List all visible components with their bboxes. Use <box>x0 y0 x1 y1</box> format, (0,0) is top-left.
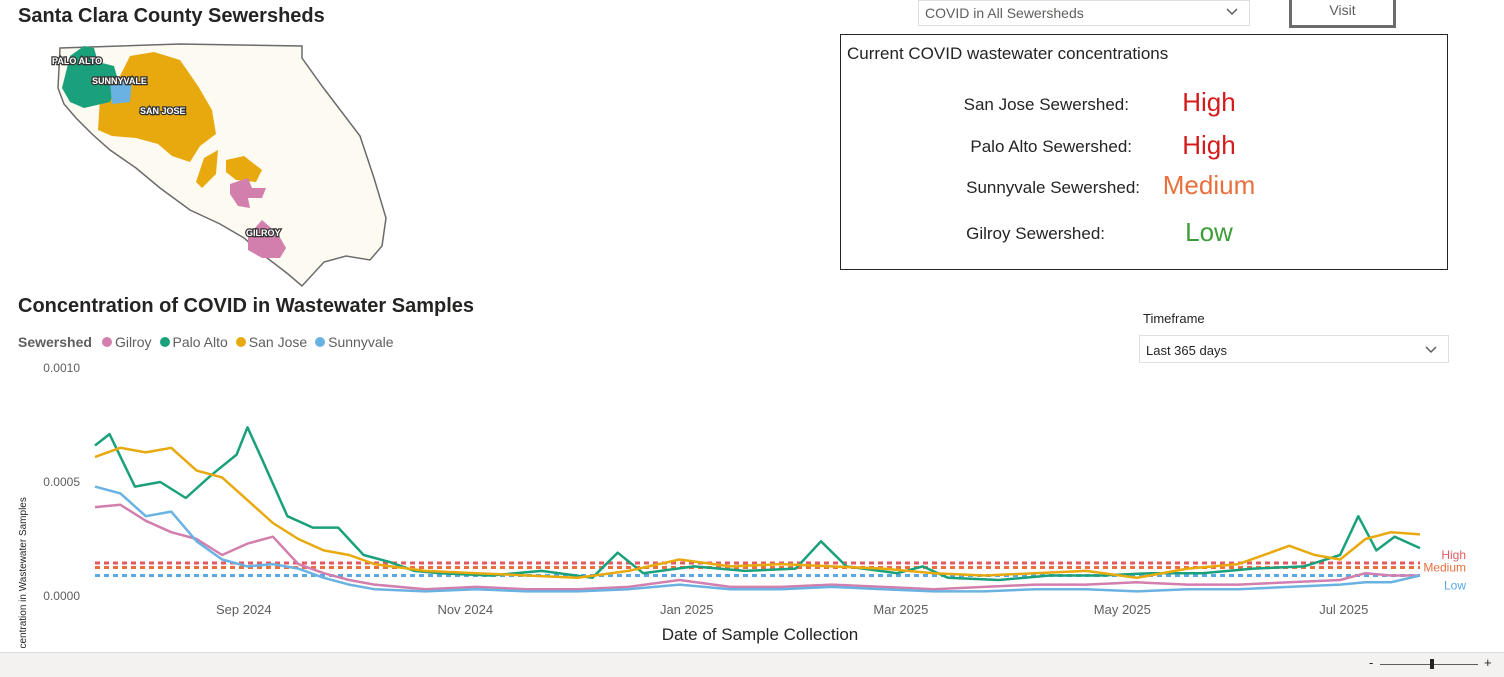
status-bar: - + <box>0 652 1504 677</box>
x-tick-label: Sep 2024 <box>216 602 272 617</box>
visit-button[interactable]: Visit <box>1289 0 1396 28</box>
san-jose-level: High <box>1182 87 1236 117</box>
x-tick-label: May 2025 <box>1094 602 1151 617</box>
map-title: Santa Clara County Sewersheds <box>18 5 325 27</box>
legend-label: San Jose <box>248 334 308 350</box>
palo-alto-label: PALO ALTO <box>52 56 102 66</box>
san-jose-label: SAN JOSE <box>140 106 186 116</box>
current-concentrations-title: Current COVID wastewater concentrations <box>847 44 1169 63</box>
chart-title: Concentration of COVID in Wastewater Sam… <box>18 295 475 317</box>
zoom-slider-handle[interactable] <box>1430 659 1434 669</box>
legend-dot <box>235 337 246 347</box>
gilroy-label: GILROY <box>246 228 281 238</box>
chart-legend: Sewershed Gilroy Palo Alto San Jose Sunn… <box>18 334 402 350</box>
legend-dot <box>315 337 326 347</box>
palo-alto-sewershed[interactable] <box>62 46 118 108</box>
legend-dot <box>159 337 170 347</box>
sewershed-selector[interactable]: COVID in All Sewersheds <box>918 0 1250 26</box>
legend-title: Sewershed <box>18 334 92 350</box>
series-line-palo-alto <box>94 426 1421 582</box>
chevron-down-icon <box>1226 8 1238 16</box>
sunnyvale-label: SUNNYVALE <box>92 76 147 86</box>
threshold-label-high: High <box>1441 548 1466 562</box>
current-concentrations-panel: Current COVID wastewater concentrations … <box>840 34 1448 270</box>
gilroy-sewershed-north[interactable] <box>230 178 266 208</box>
series-line-gilroy <box>94 503 1420 591</box>
san-jose-row-label: San Jose Sewershed: <box>963 95 1129 114</box>
zoom-in-button[interactable]: + <box>1484 655 1492 670</box>
timeframe-value: Last 365 days <box>1146 343 1227 358</box>
legend-item-palo-alto[interactable]: Palo Alto <box>159 334 228 350</box>
legend-item-gilroy[interactable]: Gilroy <box>101 334 152 350</box>
sunnyvale-level: Medium <box>1162 170 1256 200</box>
zoom-out-button[interactable]: - <box>1369 655 1374 670</box>
legend-dot <box>101 337 112 347</box>
legend-item-sunnyvale[interactable]: Sunnyvale <box>315 334 394 350</box>
timeframe-label: Timeframe <box>1143 311 1205 326</box>
legend-item-san-jose[interactable]: San Jose <box>235 334 308 350</box>
sunnyvale-sewershed[interactable] <box>110 80 132 104</box>
gilroy-row-label: Gilroy Sewershed: <box>966 224 1105 243</box>
san-jose-sewershed[interactable] <box>98 52 216 162</box>
y-tick-label: 0.0000 <box>43 589 80 603</box>
sunnyvale-row-label: Sunnyvale Sewershed: <box>966 178 1140 197</box>
threshold-label-medium: Medium <box>1423 561 1466 575</box>
sewershed-map[interactable]: PALO ALTO SUNNYVALE SAN JOSE GILROY <box>40 38 400 290</box>
y-tick-label: 0.0010 <box>43 361 80 375</box>
palo-alto-row-label: Palo Alto Sewershed: <box>970 137 1132 156</box>
x-tick-label: Jul 2025 <box>1319 602 1368 617</box>
x-tick-label: Mar 2025 <box>873 602 928 617</box>
gilroy-sewershed[interactable] <box>248 220 286 258</box>
palo-alto-level: High <box>1182 130 1236 160</box>
zoom-slider-track[interactable] <box>1380 664 1478 665</box>
legend-label: Sunnyvale <box>328 334 394 350</box>
sewershed-selector-value: COVID in All Sewersheds <box>925 5 1084 21</box>
chevron-down-icon <box>1425 346 1437 354</box>
concentration-line-chart[interactable]: Concentration in Wastewater Samples 0.00… <box>0 356 1504 648</box>
legend-label: Palo Alto <box>172 334 228 350</box>
y-axis-label: Concentration in Wastewater Samples <box>18 497 29 648</box>
gilroy-level: Low <box>1185 217 1233 247</box>
x-tick-label: Nov 2024 <box>437 602 493 617</box>
san-jose-sewershed-east[interactable] <box>226 156 262 182</box>
series-line-sunnyvale <box>94 485 1421 593</box>
x-tick-label: Jan 2025 <box>660 602 714 617</box>
legend-label: Gilroy <box>114 334 152 350</box>
series-line-san-jose <box>94 446 1421 580</box>
x-axis-label: Date of Sample Collection <box>662 625 859 644</box>
threshold-label-low: Low <box>1444 578 1466 592</box>
y-tick-label: 0.0005 <box>43 475 80 489</box>
san-jose-sewershed-south[interactable] <box>196 150 218 188</box>
timeframe-dropdown[interactable]: Last 365 days <box>1139 335 1449 363</box>
